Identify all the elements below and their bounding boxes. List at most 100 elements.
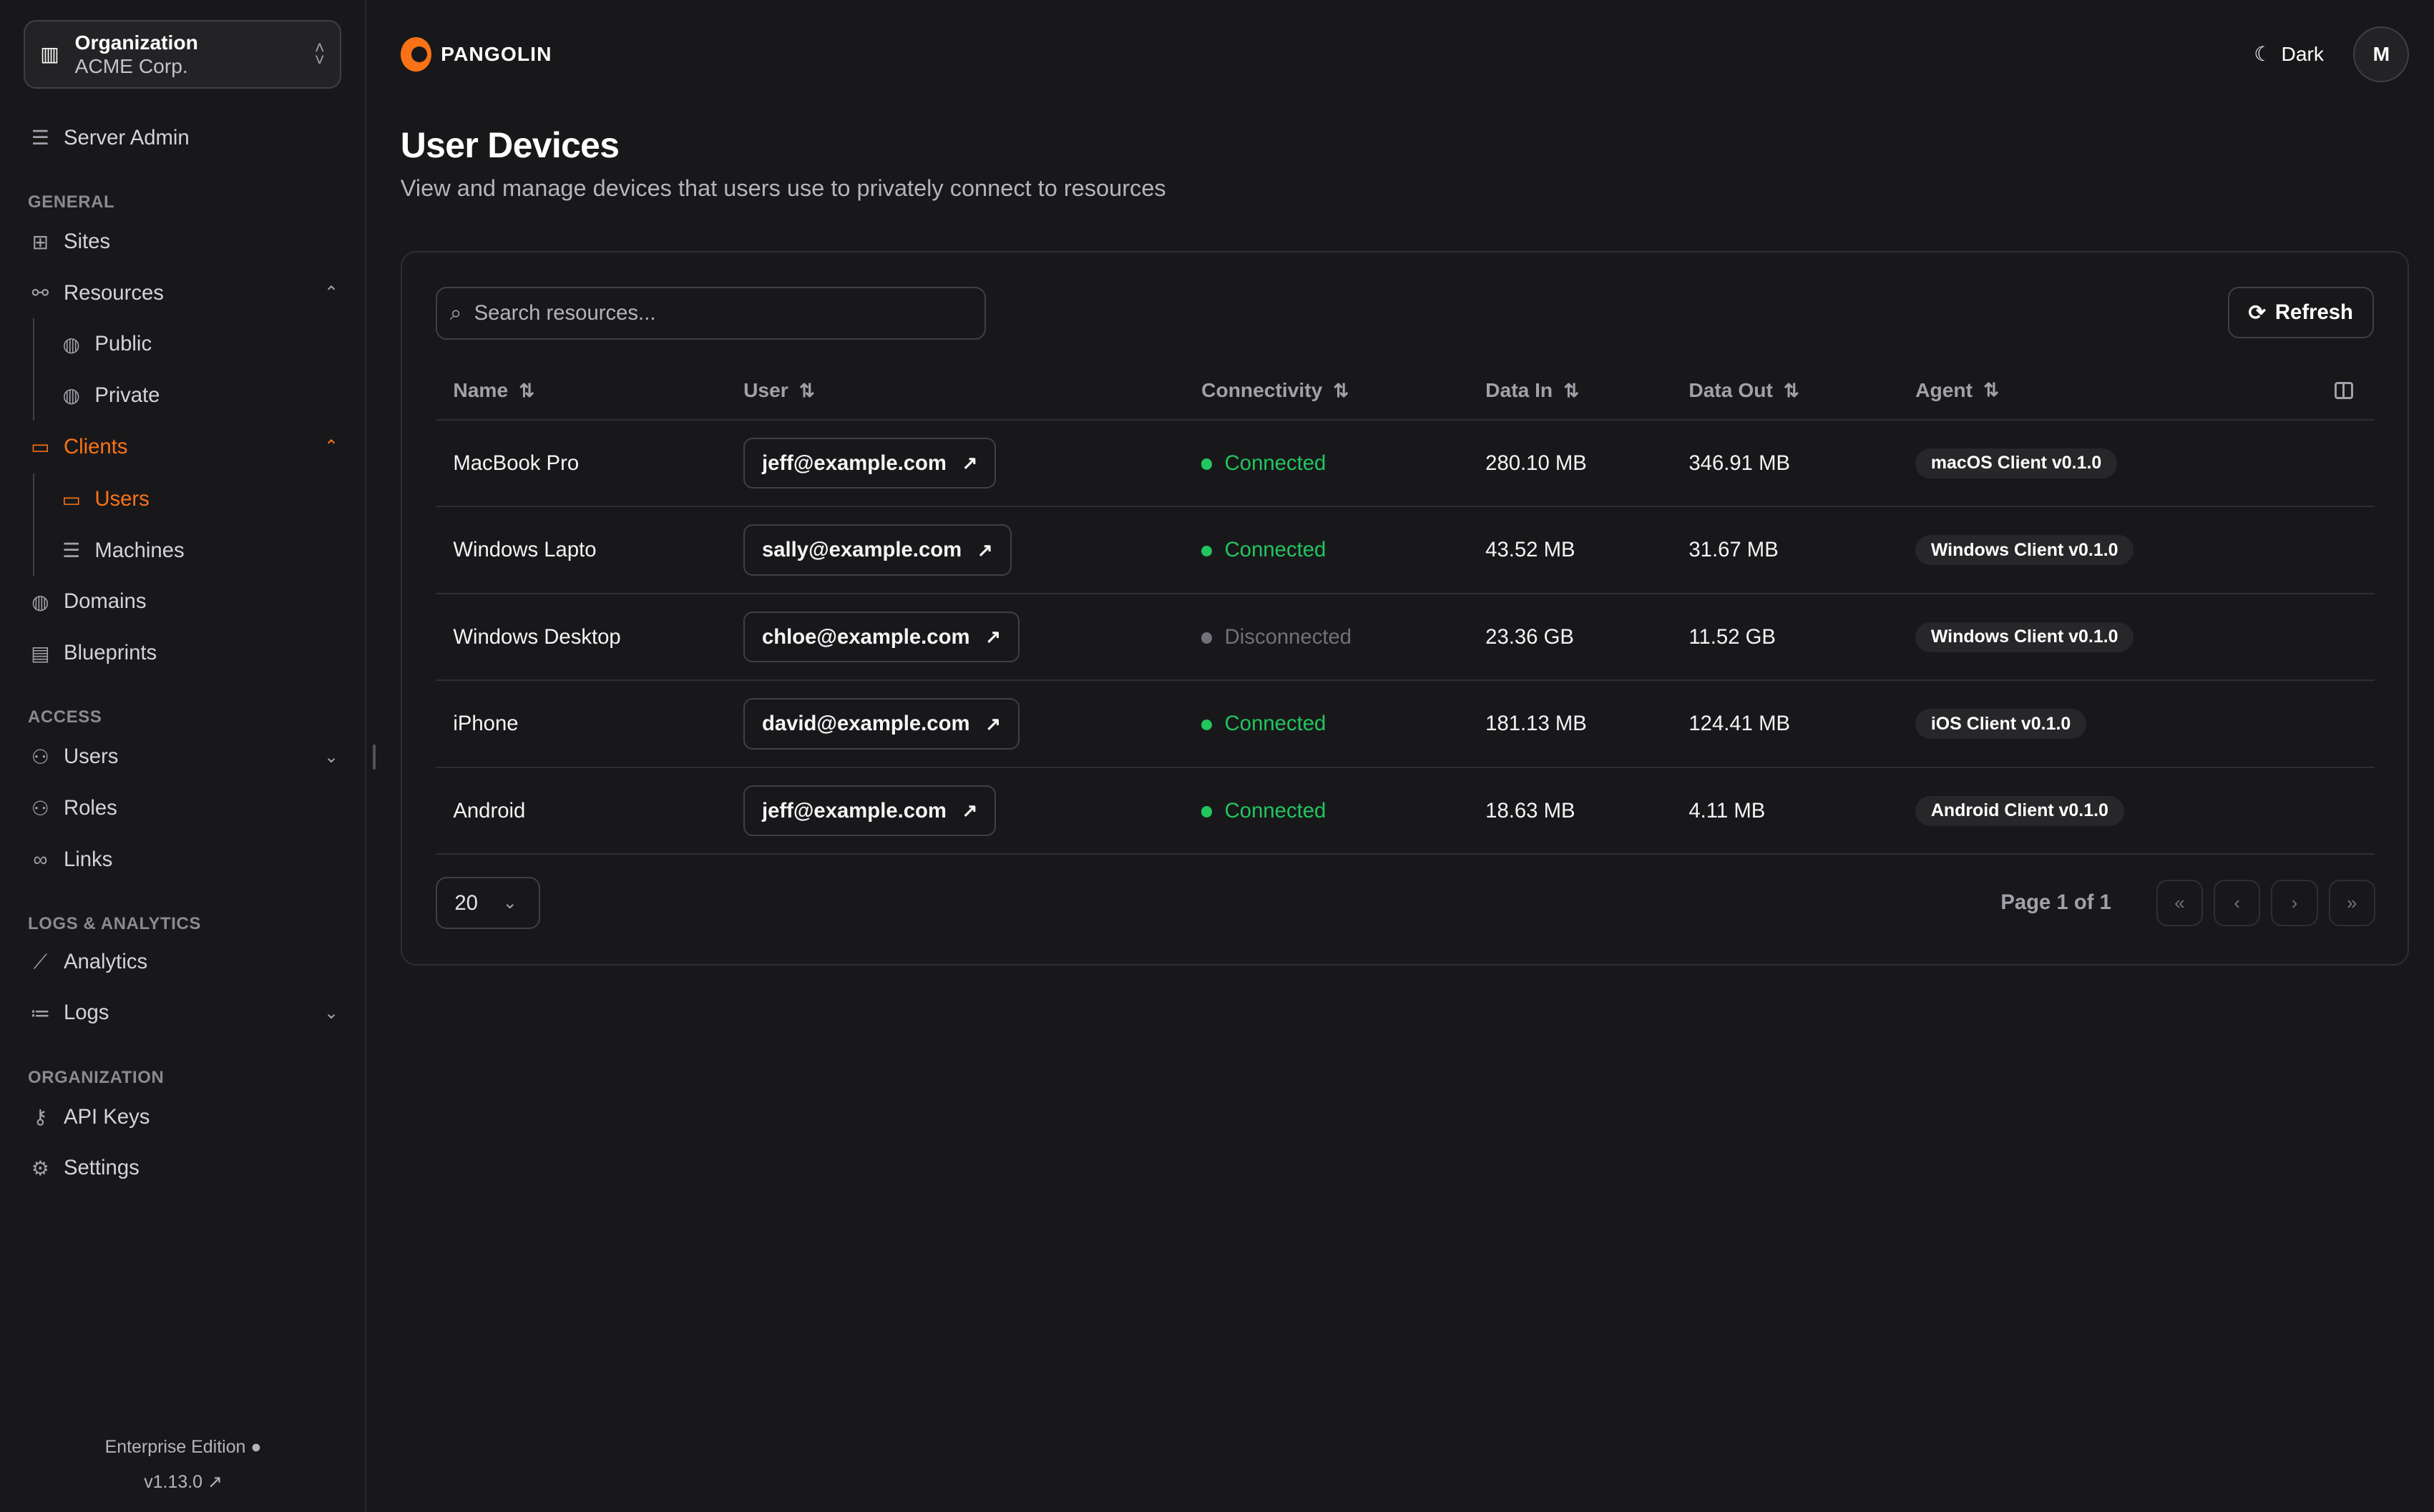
column-header-name[interactable]: Name ⇅ xyxy=(436,378,743,402)
status-text: Connected xyxy=(1224,712,1326,736)
column-header-data-in[interactable]: Data In ⇅ xyxy=(1485,378,1688,402)
sidebar-item-logs[interactable]: ≔ Logs ⌄ xyxy=(28,1001,338,1025)
arrow-up-right-icon: ↗ xyxy=(962,452,978,474)
data-out: 124.41 MB xyxy=(1688,712,1791,736)
page-subtitle: View and manage devices that users use t… xyxy=(400,175,1166,202)
column-label: Data Out xyxy=(1688,378,1773,402)
sidebar-item-blueprints[interactable]: ▤ Blueprints xyxy=(28,641,338,665)
user-email: jeff@example.com xyxy=(761,798,947,823)
sort-icon[interactable]: ⇅ xyxy=(1333,380,1349,402)
label: Links xyxy=(63,847,113,871)
label: Machines xyxy=(94,538,185,562)
user-email: david@example.com xyxy=(761,712,970,736)
page-title: User Devices xyxy=(400,124,620,165)
sidebar-item-api-keys[interactable]: ⚷ API Keys xyxy=(28,1105,338,1129)
status-dot xyxy=(1201,806,1213,818)
chevron-up-icon: ⌃ xyxy=(323,283,338,303)
building-icon: ▥ xyxy=(40,42,59,66)
sort-icon[interactable]: ⇅ xyxy=(1784,380,1799,402)
device-name: Android xyxy=(453,798,526,823)
sidebar-item-sites[interactable]: ⊞ Sites xyxy=(28,230,338,254)
status-text: Connected xyxy=(1224,451,1326,475)
status-dot xyxy=(1201,545,1213,557)
page-size-select[interactable]: 20 ⌄ xyxy=(436,876,540,930)
device-name: MacBook Pro xyxy=(453,451,580,475)
sidebar-resize-handle[interactable] xyxy=(372,745,376,770)
divider xyxy=(32,318,34,421)
version-link[interactable]: v1.13.0 ↗ xyxy=(0,1471,366,1493)
waypoints-icon: ⚯ xyxy=(31,281,49,305)
data-in: 18.63 MB xyxy=(1485,798,1575,823)
sidebar-item-server-admin[interactable]: ☰ Server Admin xyxy=(28,126,338,150)
table-row[interactable]: Windows Desktop chloe@example.com ↗ Disco… xyxy=(436,594,2375,682)
sidebar-item-links[interactable]: ∞ Links xyxy=(28,848,338,872)
table-row[interactable]: MacBook Pro jeff@example.com ↗ Connected … xyxy=(436,421,2375,508)
edition-label: Enterprise Edition xyxy=(104,1437,246,1458)
section-logs: LOGS & ANALYTICS xyxy=(28,913,202,933)
globe-icon: ◍ xyxy=(31,589,49,613)
column-header-data-out[interactable]: Data Out ⇅ xyxy=(1688,378,1915,402)
user-link[interactable]: jeff@example.com ↗ xyxy=(743,437,997,489)
column-label: Data In xyxy=(1485,378,1553,402)
sort-icon[interactable]: ⇅ xyxy=(1563,380,1580,402)
column-label: Connectivity xyxy=(1201,378,1323,402)
sidebar-item-machines[interactable]: ☰ Machines xyxy=(59,539,338,563)
data-out: 31.67 MB xyxy=(1688,538,1779,562)
avatar[interactable]: M xyxy=(2353,26,2410,82)
org-switcher[interactable]: ▥ Organization ACME Corp. ˄ ˅ xyxy=(23,20,342,89)
next-page-button[interactable]: › xyxy=(2271,880,2318,927)
sidebar-item-domains[interactable]: ◍ Domains xyxy=(28,589,338,614)
file-icon: ▤ xyxy=(31,641,50,664)
label: Sites xyxy=(63,230,111,254)
status-dot xyxy=(1201,458,1213,470)
sidebar-item-users[interactable]: ▭ Users xyxy=(59,487,338,511)
columns-icon[interactable] xyxy=(2335,381,2354,399)
user-link[interactable]: chloe@example.com ↗ xyxy=(743,611,1020,663)
refresh-label: Refresh xyxy=(2274,300,2353,324)
user-link[interactable]: jeff@example.com ↗ xyxy=(743,785,997,837)
column-header-agent[interactable]: Agent ⇅ xyxy=(1915,378,2375,402)
globe-icon: ◍ xyxy=(62,332,81,355)
agent-badge: Android Client v0.1.0 xyxy=(1915,795,2124,826)
list-icon: ≔ xyxy=(30,1001,51,1024)
sort-icon[interactable]: ⇅ xyxy=(798,380,815,402)
refresh-button[interactable]: ⟳ Refresh xyxy=(2227,287,2374,338)
chevron-down-icon: ⌄ xyxy=(502,893,517,913)
data-out: 4.11 MB xyxy=(1688,798,1766,823)
user-link[interactable]: sally@example.com ↗ xyxy=(743,524,1012,576)
agent-badge: macOS Client v0.1.0 xyxy=(1915,448,2117,478)
theme-toggle[interactable]: ☾ Dark xyxy=(2254,42,2324,66)
moon-icon: ☾ xyxy=(2254,41,2272,65)
column-header-user[interactable]: User ⇅ xyxy=(743,378,1201,402)
last-page-button[interactable]: » xyxy=(2328,880,2375,927)
edition-link[interactable]: Enterprise Edition ● xyxy=(0,1437,366,1458)
label: Resources xyxy=(63,280,164,305)
sort-icon[interactable]: ⇅ xyxy=(1983,379,2000,401)
search-placeholder: Search resources... xyxy=(474,301,656,325)
device-name: Windows Desktop xyxy=(453,624,621,649)
column-header-connectivity[interactable]: Connectivity ⇅ xyxy=(1201,378,1485,402)
pangolin-logo-icon xyxy=(400,37,432,72)
sidebar-item-private[interactable]: ◍ Private xyxy=(59,383,338,408)
sidebar-item-roles[interactable]: ⚇ Roles xyxy=(28,796,338,820)
user-link[interactable]: david@example.com ↗ xyxy=(743,698,1020,750)
prev-page-button[interactable]: ‹ xyxy=(2214,880,2261,927)
sidebar-item-clients[interactable]: ▭ Clients ⌃ xyxy=(28,435,338,459)
sidebar-item-public[interactable]: ◍ Public xyxy=(59,332,338,356)
sidebar-item-analytics[interactable]: ⟋ Analytics xyxy=(28,950,338,974)
sidebar-item-settings[interactable]: ⚙ Settings xyxy=(28,1156,338,1180)
sidebar-item-access-users[interactable]: ⚇ Users ⌄ xyxy=(28,745,338,769)
data-in: 181.13 MB xyxy=(1485,712,1587,736)
user-email: chloe@example.com xyxy=(761,624,970,649)
table-row[interactable]: Android jeff@example.com ↗ Connected 18.6… xyxy=(436,768,2375,855)
section-organization: ORGANIZATION xyxy=(28,1067,165,1087)
first-page-button[interactable]: « xyxy=(2156,880,2203,927)
sidebar-item-resources[interactable]: ⚯ Resources ⌃ xyxy=(28,281,338,305)
sort-icon[interactable]: ⇅ xyxy=(519,380,535,402)
search-input[interactable]: ⌕ Search resources... xyxy=(436,287,986,340)
table-row[interactable]: Windows Lapto sally@example.com ↗ Connect… xyxy=(436,507,2375,594)
label: Private xyxy=(94,383,160,407)
table-row[interactable]: iPhone david@example.com ↗ Connected 181.… xyxy=(436,681,2375,768)
data-out: 346.91 MB xyxy=(1688,451,1791,475)
gear-icon: ⚙ xyxy=(31,1156,50,1179)
